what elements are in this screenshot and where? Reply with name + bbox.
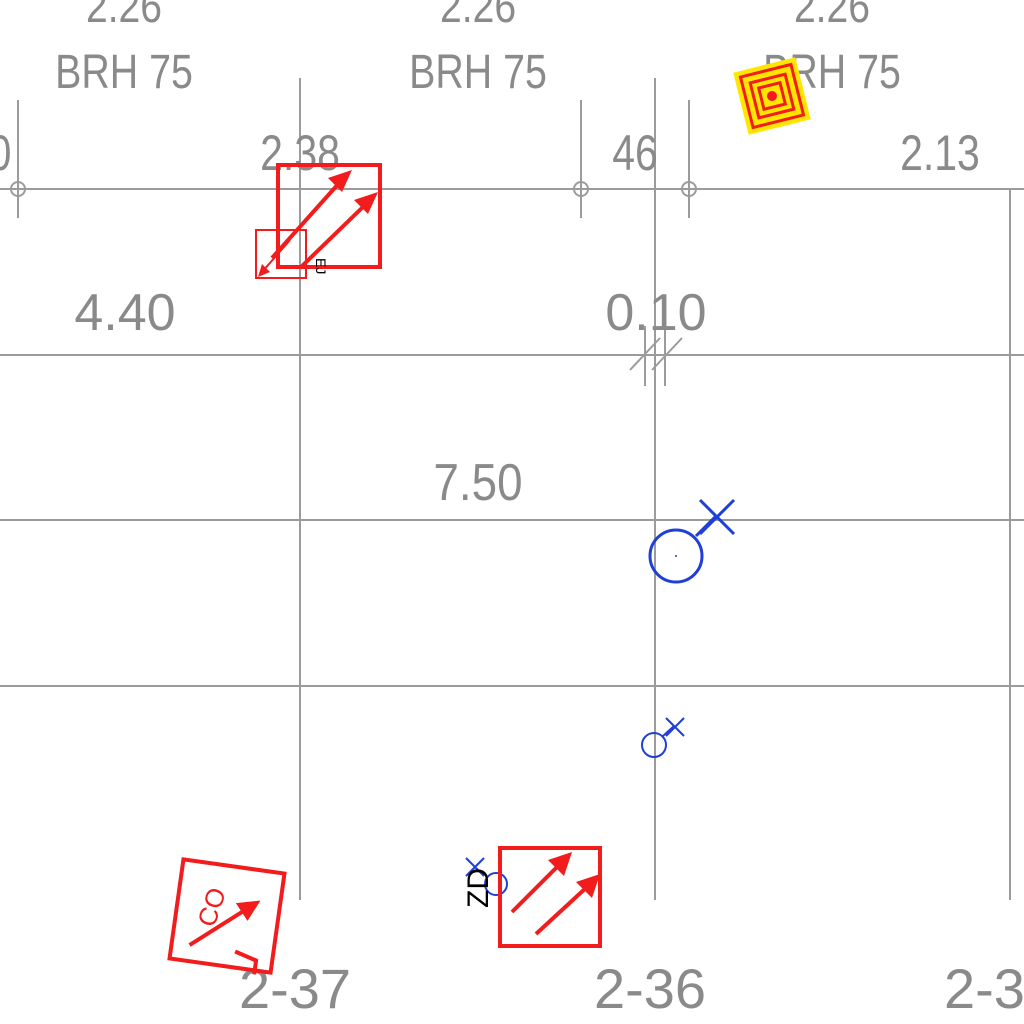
dimension-46: 46 bbox=[612, 125, 658, 181]
exit-arrow-line bbox=[298, 202, 368, 270]
exit-tag-top: EJ bbox=[313, 258, 329, 274]
alarm-outer-square bbox=[738, 62, 806, 130]
dimension-labels: 0 2.38 46 2.13 4.40 0.10 7.50 bbox=[0, 125, 980, 512]
dimension-tick-circle bbox=[681, 181, 697, 197]
exit-small-arrow bbox=[261, 239, 291, 273]
exit-arrow-line bbox=[534, 884, 590, 936]
grid-axis-label-2-37: 2-37 bbox=[239, 957, 351, 1020]
level-label-right: 2.26 bbox=[794, 0, 870, 33]
sprinkler-cross bbox=[698, 498, 736, 536]
exit-arrow-head bbox=[576, 874, 600, 898]
exit-arrow-line bbox=[510, 860, 564, 914]
dimension-partial-left: 0 bbox=[0, 125, 11, 181]
dimension-7-50: 7.50 bbox=[433, 454, 522, 511]
exit-arrow-head bbox=[548, 852, 572, 876]
level-label-mid: 2.26 bbox=[440, 0, 516, 33]
dimension-0-10: 0.10 bbox=[605, 284, 706, 342]
exit-arrow-line bbox=[270, 180, 342, 260]
exit-person-mark bbox=[234, 949, 259, 975]
grid-lines bbox=[0, 78, 1024, 900]
exit-sign-frame bbox=[276, 163, 382, 269]
exit-arrow-head bbox=[354, 192, 378, 214]
exit-small-arrow-head bbox=[258, 264, 270, 277]
exit-arrow-line bbox=[188, 907, 249, 947]
fire-alarm-icon bbox=[733, 57, 811, 135]
brh-label-mid: BRH 75 bbox=[409, 45, 547, 99]
grid-axis-label-2-36: 2-36 bbox=[594, 957, 706, 1020]
dimension-2-38: 2.38 bbox=[260, 125, 340, 181]
level-label-left: 2.26 bbox=[86, 0, 162, 33]
grid-axis-labels: 2-37 2-36 2-3 bbox=[239, 957, 1024, 1020]
sprinkler-head-circle bbox=[648, 528, 704, 584]
dimension-tick-circle bbox=[573, 181, 589, 197]
dimension-4-40: 4.40 bbox=[74, 284, 175, 342]
exit-sign-frame bbox=[498, 846, 602, 948]
exit-sign-frame bbox=[167, 857, 287, 975]
exit-sign-icon: EJ bbox=[255, 163, 382, 279]
alarm-middle-square bbox=[748, 72, 796, 120]
dimension-2-13: 2.13 bbox=[900, 125, 980, 181]
sprinkler-head-circle bbox=[641, 732, 667, 758]
exit-tag-bottom: ZD bbox=[462, 868, 495, 908]
brh-label-left: BRH 75 bbox=[55, 45, 193, 99]
sprinkler-arm bbox=[662, 725, 675, 737]
sprinkler-icon bbox=[641, 717, 685, 758]
detector-cross bbox=[465, 857, 485, 877]
sprinkler-icon bbox=[648, 498, 736, 584]
break-mark bbox=[651, 337, 683, 371]
exit-sign-small-frame bbox=[255, 229, 307, 279]
exit-arrow-head bbox=[235, 900, 261, 921]
exit-sign-icon: ZD bbox=[462, 846, 602, 948]
alarm-center-dot bbox=[767, 91, 777, 101]
sprinkler-cross bbox=[665, 717, 685, 737]
grid-axis-label-2-3: 2-3 bbox=[944, 957, 1024, 1020]
exit-sign-icon: CO bbox=[167, 857, 287, 975]
exit-arrow-head bbox=[328, 170, 352, 192]
dimension-tick-circle bbox=[10, 181, 26, 197]
sprinkler-center-dot bbox=[675, 555, 677, 557]
detector-circle bbox=[484, 872, 508, 896]
alarm-inner-square bbox=[756, 80, 788, 112]
smoke-detector-icon bbox=[465, 857, 508, 896]
